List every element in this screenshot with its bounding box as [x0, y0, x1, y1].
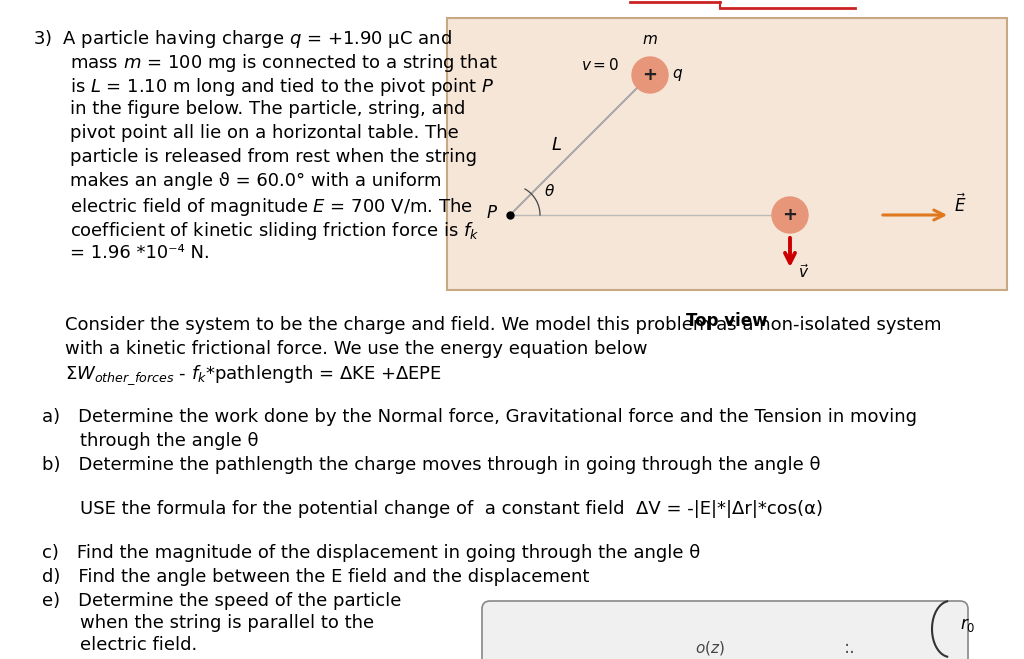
Text: particle is released from rest when the string: particle is released from rest when the … — [70, 148, 477, 166]
Text: $m$: $m$ — [642, 32, 657, 47]
FancyBboxPatch shape — [482, 601, 968, 659]
Text: $L$: $L$ — [551, 136, 562, 154]
Text: $\Sigma W_{other\_forces}$ - $f_k$*pathlength = $\Delta$KE +$\Delta$EPE: $\Sigma W_{other\_forces}$ - $f_k$*pathl… — [65, 364, 442, 387]
Text: with a kinetic frictional force. We use the energy equation below: with a kinetic frictional force. We use … — [65, 340, 647, 358]
Text: electric field of magnitude $E$ = 700 V/m. The: electric field of magnitude $E$ = 700 V/… — [70, 196, 473, 218]
Text: in the figure below. The particle, string, and: in the figure below. The particle, strin… — [70, 100, 465, 118]
Text: when the string is parallel to the: when the string is parallel to the — [80, 614, 374, 632]
Text: e) Determine the speed of the particle: e) Determine the speed of the particle — [42, 592, 401, 610]
Text: is $L$ = 1.10 m long and tied to the pivot point $P$: is $L$ = 1.10 m long and tied to the piv… — [70, 76, 495, 98]
Text: $\vec{v}$: $\vec{v}$ — [798, 263, 809, 281]
Text: d) Find the angle between the E field and the displacement: d) Find the angle between the E field an… — [42, 568, 590, 586]
Text: $P$: $P$ — [486, 204, 498, 222]
Text: :.: :. — [844, 639, 856, 657]
Text: USE the formula for the potential change of  a constant field  ΔV = -|E|*|Δr|*co: USE the formula for the potential change… — [80, 500, 823, 518]
Text: pivot point all lie on a horizontal table. The: pivot point all lie on a horizontal tabl… — [70, 124, 459, 142]
Text: Consider the system to be the charge and field. We model this problem as a non-i: Consider the system to be the charge and… — [65, 316, 941, 334]
Circle shape — [772, 197, 808, 233]
Text: makes an angle ϑ = 60.0° with a uniform: makes an angle ϑ = 60.0° with a uniform — [70, 172, 441, 190]
Text: +: + — [642, 66, 657, 84]
Text: $v = 0$: $v = 0$ — [581, 57, 620, 73]
Text: coefficient of kinetic sliding friction force is $f_k$: coefficient of kinetic sliding friction … — [70, 220, 479, 242]
Text: a) Determine the work done by the Normal force, Gravitational force and the Tens: a) Determine the work done by the Normal… — [42, 408, 918, 426]
Circle shape — [632, 57, 668, 93]
Text: 3)  A particle having charge $q$ = +1.90 μC and: 3) A particle having charge $q$ = +1.90 … — [33, 28, 452, 50]
Text: $\vec{E}$: $\vec{E}$ — [954, 194, 967, 216]
Text: through the angle θ: through the angle θ — [80, 432, 258, 450]
Text: +: + — [782, 206, 798, 224]
Text: b) Determine the pathlength the charge moves through in going through the angle : b) Determine the pathlength the charge m… — [42, 456, 820, 474]
Text: electric field.: electric field. — [80, 636, 198, 654]
Text: $o(z)$: $o(z)$ — [695, 639, 725, 657]
FancyBboxPatch shape — [447, 18, 1007, 290]
Text: c) Find the magnitude of the displacement in going through the angle θ: c) Find the magnitude of the displacemen… — [42, 544, 700, 562]
Text: = 1.96 *10⁻⁴ N.: = 1.96 *10⁻⁴ N. — [70, 244, 210, 262]
Text: $\theta$: $\theta$ — [544, 183, 555, 199]
Text: mass $m$ = 100 mg is connected to a string that: mass $m$ = 100 mg is connected to a stri… — [70, 52, 498, 74]
Text: $q$: $q$ — [672, 67, 683, 83]
Text: $r_0$: $r_0$ — [961, 616, 976, 634]
Text: Top view: Top view — [686, 312, 768, 330]
